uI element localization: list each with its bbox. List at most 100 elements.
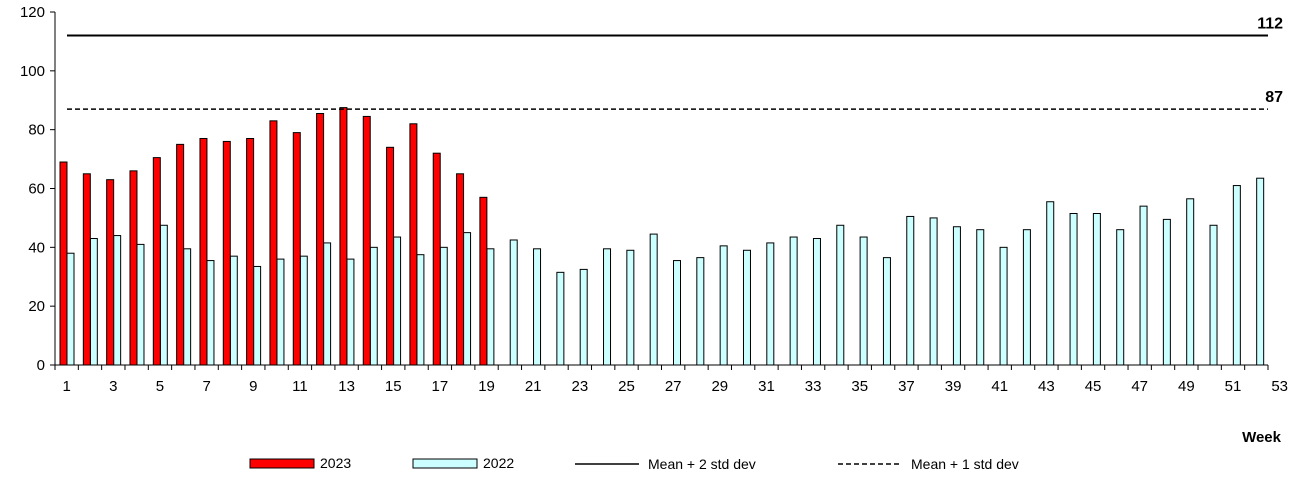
- bar-2022-week-7: [206, 260, 215, 366]
- bar-2022-week-29: [719, 245, 728, 366]
- x-axis-title: Week: [1242, 429, 1282, 446]
- bar-2022-week-3: [113, 235, 122, 366]
- bar-2022-week-2: [89, 238, 98, 366]
- bar-2022-week-21: [533, 248, 542, 366]
- bar-2022-week-25: [626, 249, 635, 366]
- x-tick-label: 3: [109, 378, 117, 395]
- bar-2022-week-41: [999, 246, 1008, 366]
- x-tick-label: 9: [249, 378, 257, 395]
- bar-2022-week-19: [486, 248, 495, 366]
- bar-2023-week-9: [246, 137, 255, 366]
- bar-2022-week-48: [1162, 218, 1171, 366]
- bar-2022-week-23: [579, 268, 588, 366]
- legend: 2023 2022 Mean + 2 std dev Mean + 1 std dev: [249, 455, 1019, 472]
- reference-lines: 112 87: [67, 16, 1283, 110]
- bar-2022-week-12: [323, 242, 332, 366]
- bar-2022-week-16: [416, 254, 425, 366]
- y-tick-label: 0: [37, 357, 45, 374]
- bar-2023-week-8: [222, 140, 231, 366]
- bar-2022-week-8: [229, 255, 238, 366]
- bar-2022-week-30: [742, 249, 751, 366]
- bar-2022-week-50: [1209, 224, 1218, 366]
- bar-2022-week-18: [463, 232, 472, 366]
- bar-2022-week-4: [136, 243, 145, 366]
- y-tick-label: 80: [28, 122, 45, 139]
- x-tick-label: 17: [432, 378, 449, 395]
- x-tick-label: 1: [62, 378, 70, 395]
- x-tick-label: 27: [665, 378, 682, 395]
- bar-2023-week-16: [409, 123, 418, 366]
- x-tick-label: 51: [1225, 378, 1242, 395]
- bar-2022-week-46: [1116, 229, 1125, 366]
- x-tick-label: 25: [618, 378, 635, 395]
- bar-2023-week-18: [456, 173, 465, 366]
- x-tick-label: 49: [1178, 378, 1195, 395]
- legend-swatch-2023: [249, 458, 315, 469]
- bar-2022-week-31: [766, 242, 775, 366]
- bar-2023-week-17: [432, 152, 441, 366]
- bar-2023-week-13: [339, 107, 348, 366]
- bar-2023-week-7: [199, 137, 208, 366]
- bar-2022-week-36: [882, 257, 891, 366]
- bar-2022-week-52: [1256, 177, 1265, 366]
- bar-2022-week-40: [976, 229, 985, 366]
- x-tick-label: 7: [202, 378, 210, 395]
- bar-2022-week-49: [1186, 198, 1195, 366]
- x-tick-label: 35: [851, 378, 868, 395]
- x-tick-label: 33: [805, 378, 822, 395]
- x-tick-label: 11: [292, 378, 308, 395]
- legend-swatch-2022: [412, 458, 478, 469]
- x-tick-label: 29: [711, 378, 728, 395]
- bar-2022-week-10: [276, 258, 285, 366]
- reference-line-label-1: 112: [1257, 16, 1283, 33]
- bar-2022-week-39: [952, 226, 961, 366]
- x-tick-label: 19: [478, 378, 495, 395]
- bar-2022-week-35: [859, 236, 868, 366]
- x-tick-label: 13: [338, 378, 355, 395]
- y-tick-label: 40: [28, 239, 45, 256]
- bar-2023-week-19: [479, 196, 488, 366]
- bar-2022-week-20: [509, 239, 518, 366]
- bar-2022-week-24: [603, 248, 612, 366]
- x-tick-label: 39: [945, 378, 962, 395]
- bar-2022-week-26: [649, 233, 658, 366]
- bar-2022-week-51: [1232, 185, 1241, 366]
- bar-2022-week-6: [183, 248, 192, 366]
- x-tick-label: 47: [1131, 378, 1148, 395]
- bar-2022-week-38: [929, 217, 938, 366]
- bar-2022-week-32: [789, 236, 798, 366]
- x-tick-label: 21: [525, 378, 542, 395]
- bar-2023-week-14: [362, 115, 371, 366]
- bar-2022-week-33: [812, 238, 821, 366]
- y-tick-label: 60: [28, 181, 45, 198]
- bar-2023-week-4: [129, 170, 138, 366]
- reference-line-label-2: 87: [1265, 89, 1283, 106]
- x-tick-label: 5: [156, 378, 164, 395]
- x-tick-label: 37: [898, 378, 915, 395]
- bar-2022-week-43: [1046, 201, 1055, 366]
- bar-2022-week-17: [439, 246, 448, 366]
- bar-2023-week-1: [59, 161, 68, 366]
- bar-2022-week-44: [1069, 213, 1078, 366]
- series-2022-bars: [66, 177, 1265, 366]
- bar-2023-week-6: [176, 143, 185, 366]
- bar-2022-week-15: [393, 236, 402, 366]
- x-tick-label: 31: [758, 378, 775, 395]
- bar-2022-week-34: [836, 224, 845, 366]
- y-tick-label: 120: [20, 4, 45, 21]
- x-tick-label: 43: [1038, 378, 1055, 395]
- bar-2022-week-45: [1092, 213, 1101, 366]
- bar-2022-week-14: [369, 246, 378, 366]
- legend-label-2023: 2023: [320, 455, 351, 471]
- bar-2023-week-12: [316, 112, 325, 366]
- x-tick-label: 53: [1271, 378, 1288, 395]
- bar-2023-week-2: [82, 173, 91, 366]
- bar-2023-week-3: [106, 179, 115, 366]
- bar-2023-week-5: [152, 157, 161, 366]
- bar-2022-week-22: [556, 271, 565, 366]
- bar-2022-week-13: [346, 258, 355, 366]
- bar-2022-week-28: [696, 257, 705, 366]
- x-tick-label: 41: [991, 378, 1008, 395]
